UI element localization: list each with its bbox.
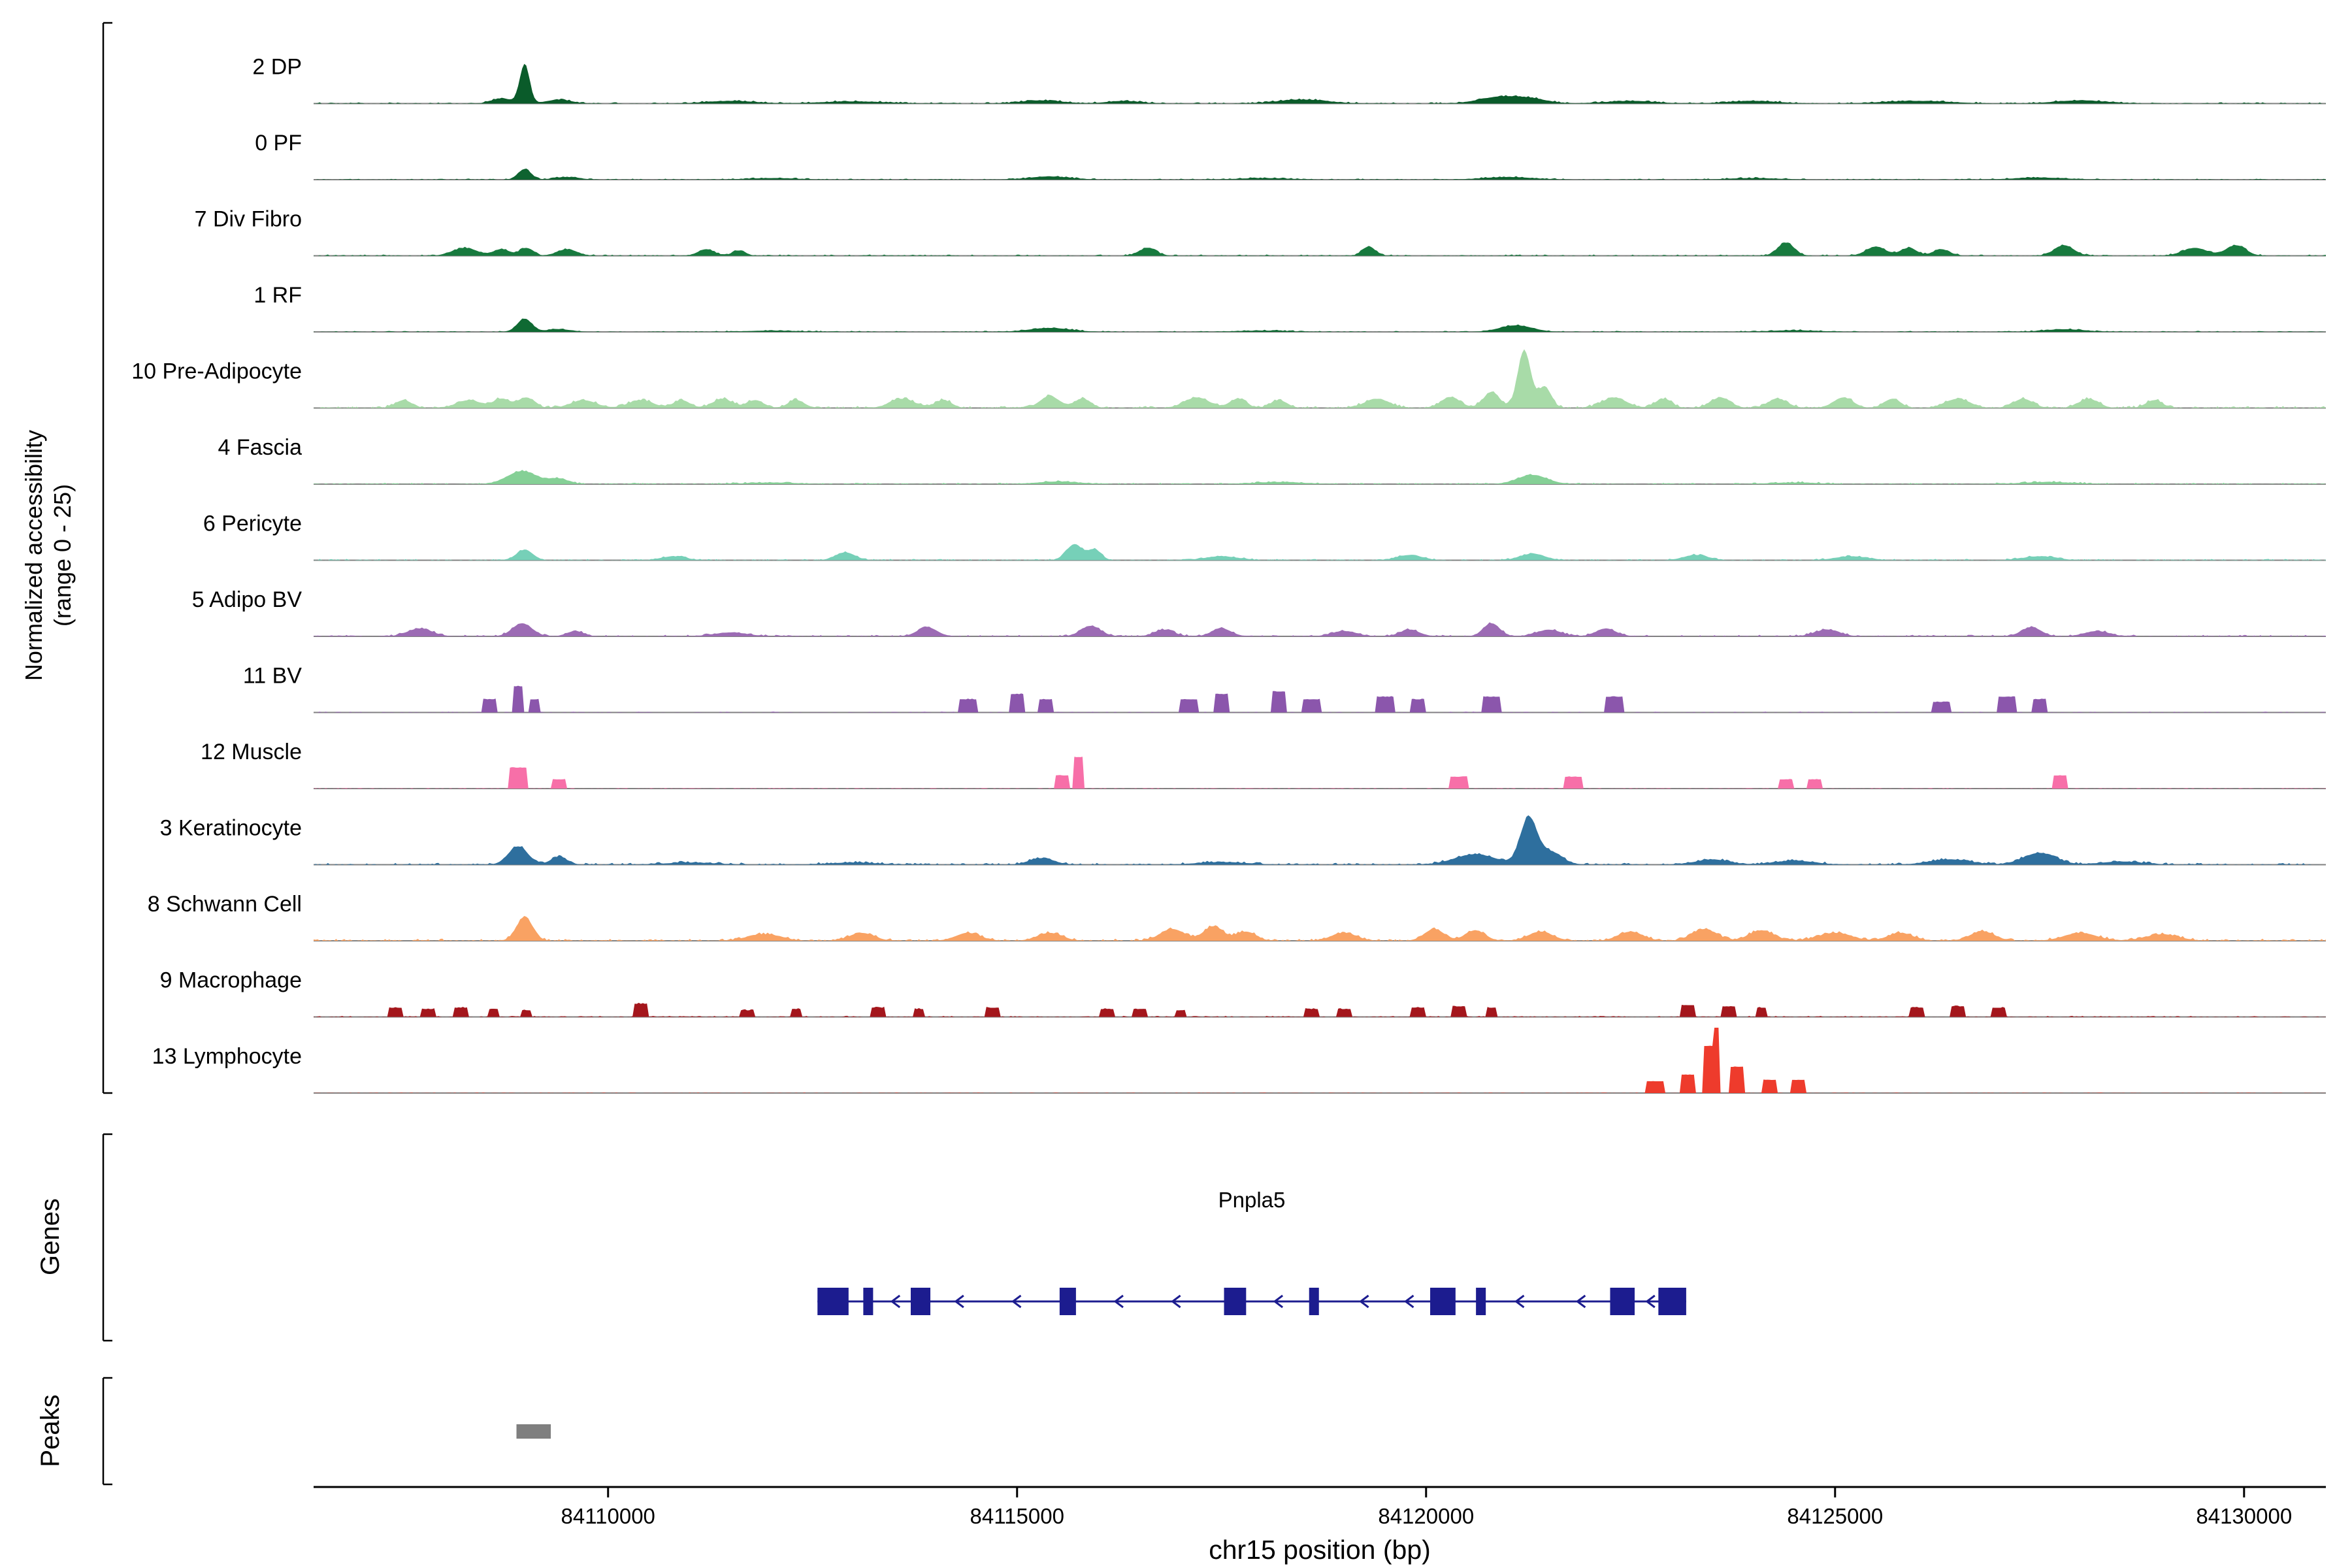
signal-3-keratinocyte (314, 815, 2326, 865)
signal-6-pericyte (314, 544, 2326, 561)
peaks-section-label: Peaks (36, 1394, 65, 1467)
peaks-row (516, 1424, 551, 1439)
gene-strand-arrow-icon (890, 1294, 901, 1309)
signal-9-macrophage (314, 1002, 2326, 1017)
gene-model (817, 1288, 1686, 1315)
peak-region (516, 1424, 551, 1439)
track-label-12-muscle: 12 Muscle (201, 740, 302, 764)
track-label-2-dp: 2 DP (252, 55, 302, 80)
signal-10-pre-adipocyte (314, 349, 2326, 408)
signal-2-dp (314, 63, 2326, 104)
signal-0-pf (314, 169, 2326, 180)
x-axis: 84110000 84115000 84120000 84125000 84130000 (314, 1486, 2326, 1528)
x-axis-tick-label: 84110000 (561, 1504, 655, 1528)
signal-1-rf (314, 318, 2326, 332)
gene-exon (1430, 1288, 1456, 1315)
gene-exon (817, 1288, 849, 1315)
gene-exon (1059, 1288, 1076, 1315)
x-axis-tick-label: 84130000 (2196, 1504, 2292, 1528)
gene-strand-arrow-icon (1359, 1294, 1369, 1309)
signal-11-bv (314, 685, 2326, 713)
gene-exon (1658, 1288, 1686, 1315)
track-label-6-pericyte: 6 Pericyte (203, 512, 302, 536)
gene-strand-arrow-icon (1113, 1294, 1124, 1309)
track-label-4-fascia: 4 Fascia (218, 435, 302, 460)
gene-strand-arrow-icon (1011, 1294, 1022, 1309)
gene-exon (910, 1288, 931, 1315)
accessibility-tracks: 2 DP 0 PF 7 Div Fibro 1 RF 10 Pre-Adipocyte 4… (131, 55, 2326, 1094)
gene-strand-arrow-icon (1645, 1294, 1656, 1309)
gene-exon (863, 1288, 874, 1315)
y-axis-label-line1: Normalized accessibility (20, 430, 47, 681)
signal-5-adipo-bv (314, 622, 2326, 636)
gene-exon (1224, 1288, 1247, 1315)
signal-13-lymphocyte (314, 1028, 2326, 1093)
signal-8-schwann-cell (314, 916, 2326, 941)
gene-strand-arrow-icon (1514, 1294, 1525, 1309)
track-label-1-rf: 1 RF (253, 283, 302, 308)
x-axis-tick-label: 84125000 (1787, 1504, 1883, 1528)
signal-7-div-fibro (314, 242, 2326, 256)
gene-strand-arrow-icon (1171, 1294, 1181, 1309)
track-label-7-div-fibro: 7 Div Fibro (195, 207, 302, 232)
x-axis-title: chr15 position (bp) (1209, 1535, 1431, 1565)
gene-exon (1309, 1288, 1319, 1315)
x-axis-tick-label: 84115000 (970, 1504, 1064, 1528)
gene-strand-arrow-icon (1575, 1294, 1586, 1309)
track-label-10-pre-adipocyte: 10 Pre-Adipocyte (131, 359, 302, 384)
track-label-9-macrophage: 9 Macrophage (160, 968, 302, 993)
track-label-11-bv: 11 BV (243, 664, 302, 689)
gene-strand-arrow-icon (1273, 1294, 1284, 1309)
gene-strand-arrow-icon (954, 1294, 964, 1309)
x-axis-tick-label: 84120000 (1378, 1504, 1474, 1528)
track-label-8-schwann-cell: 8 Schwann Cell (148, 892, 302, 917)
gene-strand-arrow-icon (1403, 1294, 1414, 1309)
track-label-3-keratinocyte: 3 Keratinocyte (160, 816, 302, 841)
section-brackets (102, 22, 112, 1486)
track-label-13-lymphocyte: 13 Lymphocyte (152, 1044, 302, 1069)
y-axis-label-line2: (range 0 - 25) (49, 484, 76, 627)
gene-exon (1476, 1288, 1486, 1315)
signal-12-muscle (314, 757, 2326, 789)
signal-4-fascia (314, 470, 2326, 484)
track-label-5-adipo-bv: 5 Adipo BV (192, 587, 302, 612)
track-label-0-pf: 0 PF (255, 131, 302, 155)
gene-name-label: Pnpla5 (1218, 1188, 1286, 1212)
genes-section-label: Genes (36, 1198, 65, 1275)
gene-exon (1610, 1288, 1635, 1315)
